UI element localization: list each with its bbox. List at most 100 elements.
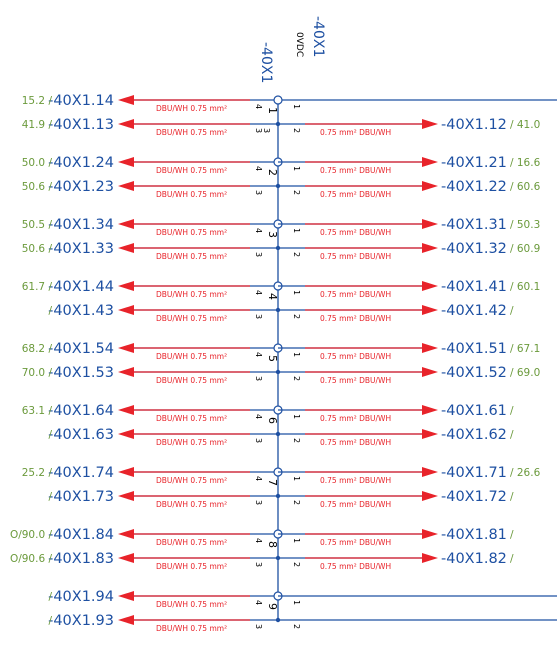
right-terminal-label: -40X1.62 xyxy=(441,427,507,443)
left-terminal-label: -40X1.14 xyxy=(48,93,114,109)
left-wire-spec: DBU/WH 0.75 mm² xyxy=(156,314,227,323)
terminal-number: 9 xyxy=(266,603,279,610)
left-pin-number: 4 xyxy=(254,290,263,295)
right-arrow xyxy=(422,405,438,415)
right-arrow xyxy=(422,491,438,501)
left-arrow xyxy=(118,243,134,253)
right-wire-spec: 0.75 mm² DBU/WH xyxy=(320,538,391,547)
terminal-number: 1 xyxy=(266,107,279,114)
left-reference: / xyxy=(48,429,52,441)
right-pin-number: 2 xyxy=(292,128,301,133)
right-wire-spec: 0.75 mm² DBU/WH xyxy=(320,166,391,175)
left-pin-number: 3 xyxy=(254,562,263,567)
left-pin-number: 3 xyxy=(254,252,263,257)
left-arrow xyxy=(118,305,134,315)
left-reference: O/90.0 / xyxy=(10,529,53,541)
right-terminal-label: -40X1.31 xyxy=(441,217,507,233)
left-pin-number: 3 xyxy=(254,438,263,443)
right-terminal-label: -40X1.52 xyxy=(441,365,507,381)
right-wire-spec: 0.75 mm² DBU/WH xyxy=(320,228,391,237)
left-reference: 25.2 / xyxy=(22,467,53,479)
left-reference: / xyxy=(48,591,52,603)
left-reference: 50.5 / xyxy=(22,219,53,231)
left-pin-number: 3 xyxy=(254,500,263,505)
left-reference: / xyxy=(48,491,52,503)
left-reference: 41.9 / xyxy=(22,119,53,131)
right-terminal-label: -40X1.42 xyxy=(441,303,507,319)
right-terminal-label: -40X1.72 xyxy=(441,489,507,505)
right-terminal-label: -40X1.22 xyxy=(441,179,507,195)
right-arrow xyxy=(422,429,438,439)
left-arrow xyxy=(118,529,134,539)
left-wire-spec: DBU/WH 0.75 mm² xyxy=(156,190,227,199)
left-pin-number: 3 xyxy=(254,190,263,195)
right-terminal-label: -40X1.82 xyxy=(441,551,507,567)
left-arrow xyxy=(118,95,134,105)
left-wire-spec: DBU/WH 0.75 mm² xyxy=(156,476,227,485)
right-pin-number: 1 xyxy=(292,476,301,481)
left-pin-number: 4 xyxy=(254,228,263,233)
left-reference: 50.0 / xyxy=(22,157,53,169)
left-pin-number: 3 xyxy=(254,624,263,629)
left-reference: 68.2 / xyxy=(22,343,53,355)
right-reference: / 60.1 xyxy=(510,281,540,293)
right-pin-number: 1 xyxy=(292,600,301,605)
right-reference: / 16.6 xyxy=(510,157,541,169)
terminal-number: 7 xyxy=(266,479,279,486)
terminal-number: 2 xyxy=(266,169,279,176)
left-arrow xyxy=(118,405,134,415)
left-terminal-label: -40X1.74 xyxy=(48,465,114,481)
left-arrow xyxy=(118,157,134,167)
terminal-number: 3 xyxy=(266,231,279,238)
right-column-label: -40X1 xyxy=(310,16,326,57)
right-wire-spec: 0.75 mm² DBU/WH xyxy=(320,352,391,361)
left-arrow xyxy=(118,467,134,477)
right-pin-number: 2 xyxy=(292,314,301,319)
terminal-number: 8 xyxy=(266,541,279,548)
left-reference: 63.1 / xyxy=(22,405,53,417)
left-pin-number: 4 xyxy=(254,538,263,543)
right-pin-number: 1 xyxy=(292,166,301,171)
terminal-number: 5 xyxy=(266,355,279,362)
left-pin-number: 4 xyxy=(254,414,263,419)
left-pin-number: 3 xyxy=(254,376,263,381)
left-wire-spec: DBU/WH 0.75 mm² xyxy=(156,290,227,299)
right-wire-spec: 0.75 mm² DBU/WH xyxy=(320,290,391,299)
right-terminal-label: -40X1.61 xyxy=(441,403,507,419)
left-terminal-label: -40X1.53 xyxy=(48,365,114,381)
left-reference: 50.6 / xyxy=(22,243,53,255)
left-reference: 15.2 / xyxy=(22,95,53,107)
right-wire-spec: 0.75 mm² DBU/WH xyxy=(320,562,391,571)
right-wire-spec: 0.75 mm² DBU/WH xyxy=(320,438,391,447)
left-arrow xyxy=(118,181,134,191)
right-terminal-label: -40X1.12 xyxy=(441,117,507,133)
right-wire-spec: 0.75 mm² DBU/WH xyxy=(320,500,391,509)
right-arrow xyxy=(422,529,438,539)
right-pin-number: 2 xyxy=(292,500,301,505)
right-pin-number: 1 xyxy=(292,414,301,419)
right-wire-spec: 0.75 mm² DBU/WH xyxy=(320,476,391,485)
right-terminal-label: -40X1.41 xyxy=(441,279,507,295)
right-reference: / 50.3 xyxy=(510,219,540,231)
left-wire-spec: DBU/WH 0.75 mm² xyxy=(156,228,227,237)
left-reference: 61.7 / xyxy=(22,281,53,293)
right-arrow xyxy=(422,243,438,253)
right-pin-number: 1 xyxy=(292,104,301,109)
left-wire-spec: DBU/WH 0.75 mm² xyxy=(156,500,227,509)
left-pin-number: 3 xyxy=(254,128,263,133)
right-pin-number: 1 xyxy=(292,352,301,357)
left-terminal-label: -40X1.54 xyxy=(48,341,114,357)
left-terminal-label: -40X1.83 xyxy=(48,551,114,567)
right-wire-spec: 0.75 mm² DBU/WH xyxy=(320,252,391,261)
right-reference: / xyxy=(510,529,514,541)
left-pin-number: 4 xyxy=(254,352,263,357)
left-terminal-label: -40X1.44 xyxy=(48,279,114,295)
left-terminal-label: -40X1.23 xyxy=(48,179,114,195)
terminal-number: 6 xyxy=(266,417,279,424)
right-pin-number: 2 xyxy=(292,190,301,195)
right-reference: / xyxy=(510,405,514,417)
right-reference: / 67.1 xyxy=(510,343,540,355)
bus-node xyxy=(273,95,283,105)
